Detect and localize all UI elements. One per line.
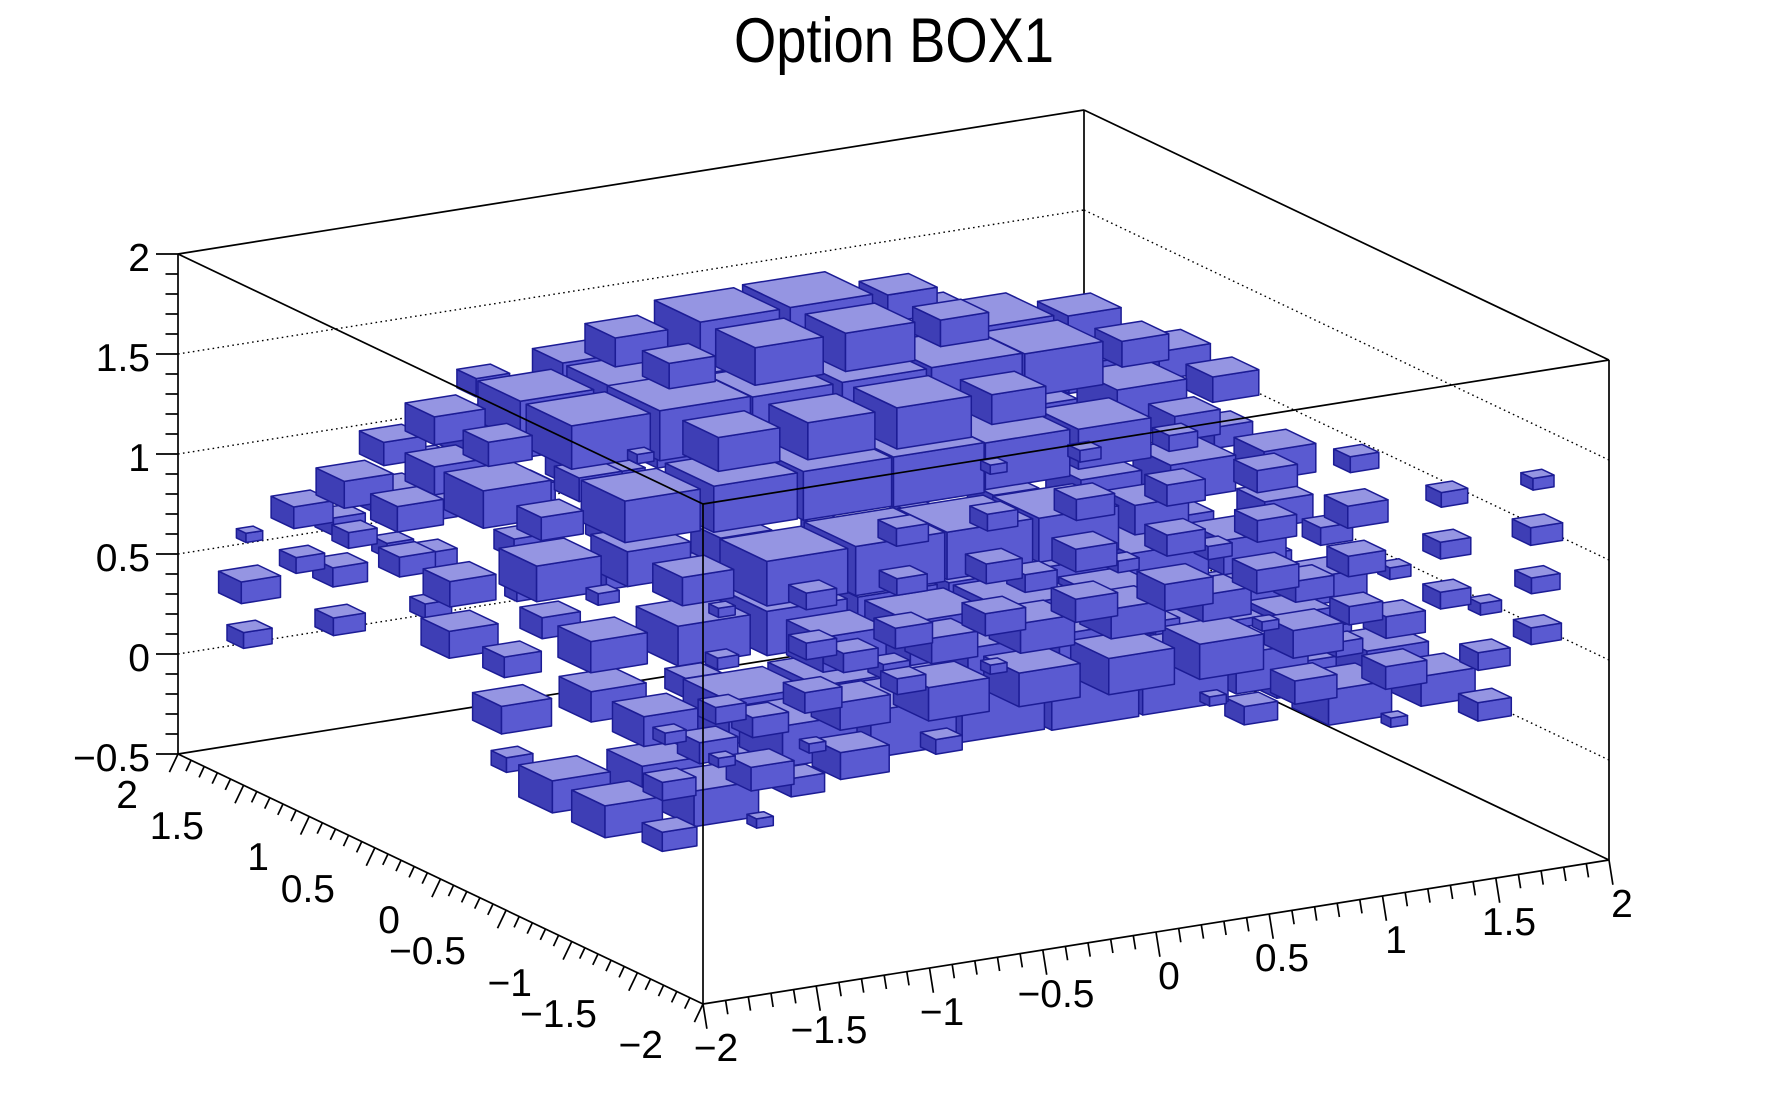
svg-text:1.5: 1.5 bbox=[96, 337, 150, 380]
svg-text:0.5: 0.5 bbox=[1255, 937, 1309, 980]
svg-text:−0.5: −0.5 bbox=[73, 737, 150, 780]
svg-text:−1.5: −1.5 bbox=[791, 1009, 868, 1052]
svg-text:0: 0 bbox=[378, 899, 400, 942]
svg-text:0.5: 0.5 bbox=[281, 868, 335, 911]
svg-text:1.5: 1.5 bbox=[150, 805, 204, 848]
svg-text:Option BOX1: Option BOX1 bbox=[734, 6, 1054, 76]
svg-text:−0.5: −0.5 bbox=[1018, 973, 1095, 1016]
svg-text:1.5: 1.5 bbox=[1482, 901, 1536, 944]
svg-text:1: 1 bbox=[128, 437, 150, 480]
svg-text:−1.5: −1.5 bbox=[520, 993, 597, 1036]
svg-text:−2: −2 bbox=[619, 1024, 663, 1067]
svg-text:1: 1 bbox=[247, 836, 269, 879]
svg-text:0: 0 bbox=[1158, 955, 1180, 998]
svg-text:−2: −2 bbox=[694, 1027, 738, 1070]
svg-text:2: 2 bbox=[1611, 883, 1633, 926]
svg-text:1: 1 bbox=[1385, 919, 1407, 962]
svg-text:0.5: 0.5 bbox=[96, 537, 150, 580]
svg-text:−1: −1 bbox=[488, 962, 532, 1005]
svg-text:0: 0 bbox=[128, 637, 150, 680]
svg-text:−0.5: −0.5 bbox=[389, 930, 466, 973]
svg-text:−1: −1 bbox=[920, 991, 964, 1034]
svg-text:2: 2 bbox=[128, 237, 150, 280]
svg-text:2: 2 bbox=[116, 774, 138, 817]
